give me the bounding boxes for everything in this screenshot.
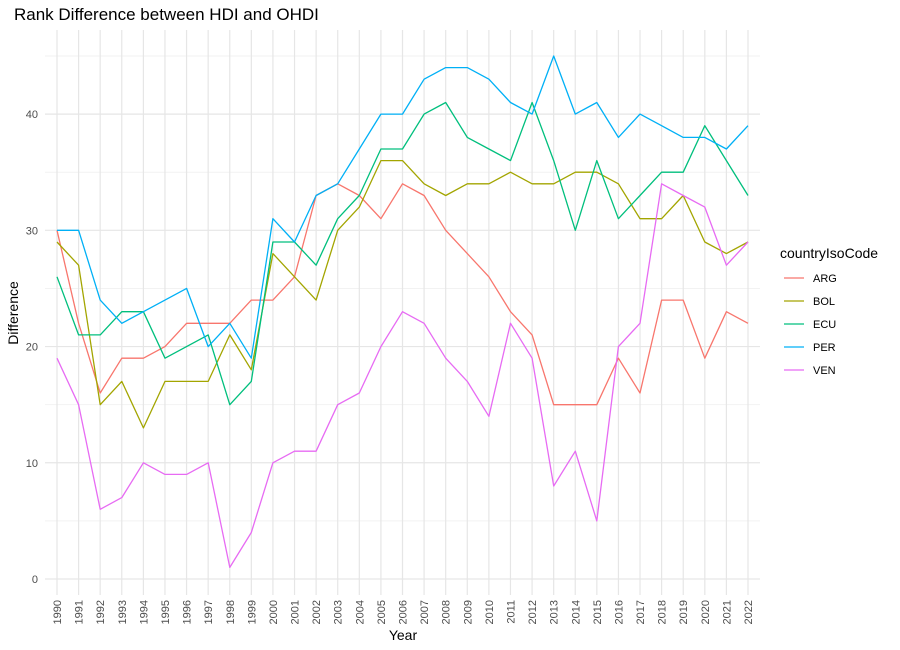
series-line-per <box>57 55 749 359</box>
x-tick-label: 2000 <box>268 600 280 624</box>
x-tick-label: 2004 <box>354 600 366 624</box>
legend-label-arg: ARG <box>813 273 837 285</box>
legend-label-per: PER <box>813 342 836 354</box>
x-tick-label: 1997 <box>203 600 215 624</box>
x-tick-label: 2019 <box>678 600 690 624</box>
x-tick-label: 1998 <box>225 600 237 624</box>
x-tick-label: 1990 <box>52 600 64 624</box>
x-tick-label: 2003 <box>333 600 345 624</box>
x-tick-label: 2001 <box>290 600 302 624</box>
legend-label-bol: BOL <box>813 296 835 308</box>
legend-label-ven: VEN <box>813 365 836 377</box>
x-tick-label: 2022 <box>743 600 755 624</box>
x-tick-label: 1991 <box>74 600 86 624</box>
x-tick-label: 2009 <box>462 600 474 624</box>
x-tick-label: 1999 <box>246 600 258 624</box>
legend-title: countryIsoCode <box>780 245 878 261</box>
x-tick-label: 2013 <box>549 600 561 624</box>
legend-label-ecu: ECU <box>813 319 836 331</box>
y-tick-label: 30 <box>26 225 38 237</box>
x-tick-label: 1994 <box>138 600 150 624</box>
series-line-bol <box>56 159 749 429</box>
x-tick-label: 2006 <box>398 600 410 624</box>
x-tick-label: 2008 <box>441 600 453 624</box>
x-tick-label: 2012 <box>527 600 539 624</box>
x-tick-label: 2021 <box>721 600 733 624</box>
x-tick-label: 2017 <box>635 600 647 624</box>
x-tick-label: 2018 <box>657 600 669 624</box>
x-tick-label: 2002 <box>311 600 323 624</box>
y-axis-title: Difference <box>5 281 21 345</box>
x-tick-label: 2007 <box>419 600 431 624</box>
series-line-ven <box>56 183 749 569</box>
x-tick-label: 2011 <box>505 600 517 624</box>
y-tick-label: 20 <box>26 342 38 354</box>
y-tick-label: 40 <box>26 109 38 121</box>
series-line-ecu <box>56 101 749 406</box>
chart-title: Rank Difference between HDI and OHDI <box>14 5 319 24</box>
x-tick-label: 2020 <box>700 600 712 624</box>
x-tick-label: 1993 <box>117 600 129 624</box>
x-tick-label: 2005 <box>376 600 388 624</box>
x-tick-label: 2016 <box>613 600 625 624</box>
x-tick-label: 1995 <box>160 600 172 624</box>
x-tick-label: 2010 <box>484 600 496 624</box>
y-tick-label: 10 <box>26 458 38 470</box>
x-axis-title: Year <box>389 627 418 643</box>
y-tick-label: 0 <box>32 574 38 586</box>
x-tick-label: 2015 <box>592 600 604 624</box>
x-tick-label: 1992 <box>95 600 107 624</box>
series-line-arg <box>56 183 749 406</box>
x-tick-label: 1996 <box>182 600 194 624</box>
x-tick-label: 2014 <box>570 600 582 624</box>
